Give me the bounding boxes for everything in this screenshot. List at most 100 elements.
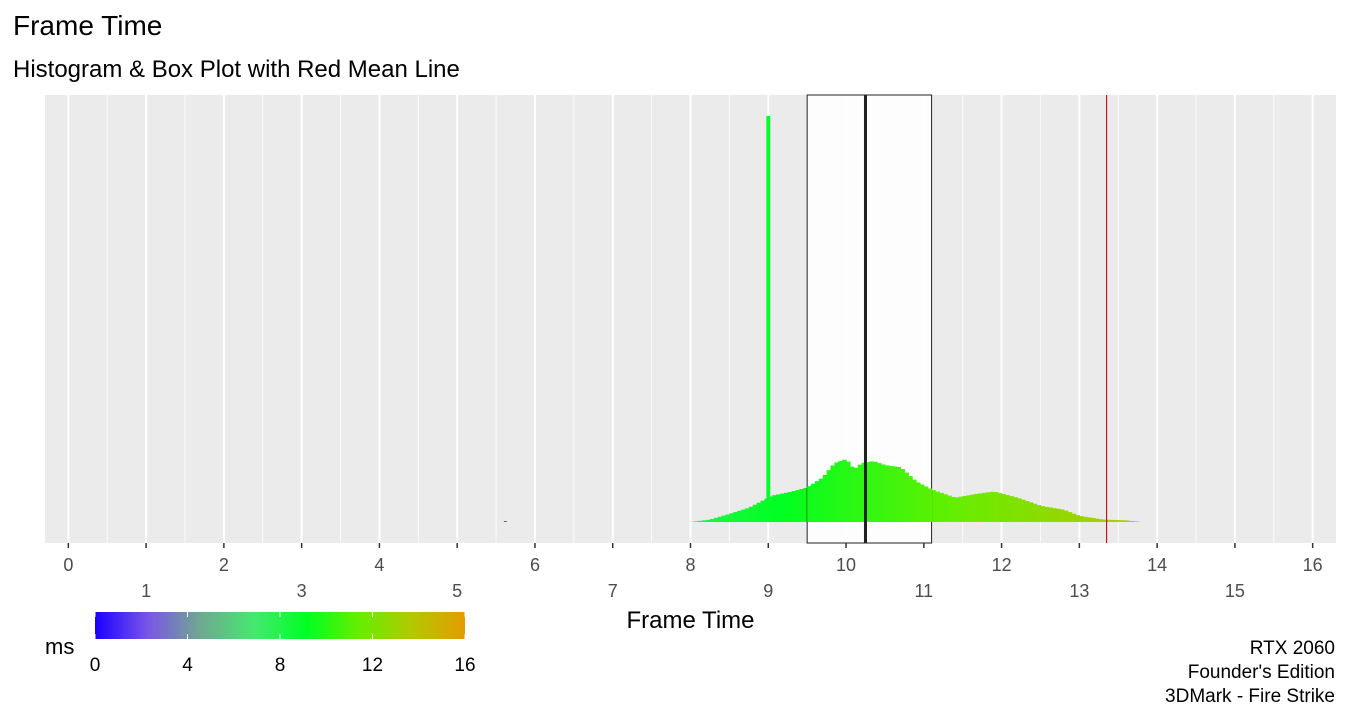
histogram-bar: [939, 492, 944, 522]
histogram-bar: [1056, 508, 1061, 522]
histogram-bar: [931, 490, 937, 522]
x-tick-label: 9: [763, 581, 773, 601]
histogram-bar: [877, 463, 882, 522]
colorbar-tick-label: 8: [275, 655, 286, 676]
grid-minor: [106, 95, 1275, 543]
x-tick-label: 2: [219, 555, 229, 575]
histogram-bar: [834, 462, 839, 522]
histogram-bar: [947, 495, 952, 522]
histogram-bar: [807, 486, 812, 522]
histogram-bar: [1114, 520, 1119, 522]
colorbar-tick-label: 12: [362, 655, 383, 676]
histogram-bar: [954, 497, 960, 522]
histogram-bar: [861, 462, 867, 522]
histogram-bar: [951, 496, 956, 522]
x-tick-label: 1: [141, 581, 151, 601]
histogram-bar: [1052, 508, 1057, 522]
histogram-bar: [869, 461, 874, 522]
histogram-bar: [814, 481, 820, 522]
histogram-bar: [927, 488, 933, 522]
histogram-bar: [853, 467, 859, 522]
histogram-bar: [908, 476, 913, 522]
histogram-bar: [721, 515, 727, 522]
histogram-bar: [970, 494, 975, 522]
histogram-bar: [842, 459, 847, 522]
x-axis: 0 2 4 6 8 10 12 14 161 3 5 7 9 11 13 15: [63, 543, 1323, 601]
histogram-bar: [752, 504, 758, 522]
chart-subtitle: Histogram & Box Plot with Red Mean Line: [13, 56, 460, 83]
histogram-bar: [986, 492, 991, 522]
x-axis-label: Frame Time: [626, 607, 754, 634]
histogram-bar: [904, 472, 909, 522]
color-legend: 0 4 8 12 16 ms: [45, 612, 476, 676]
histogram-bar: [962, 495, 968, 522]
histogram-bar: [900, 468, 905, 522]
histogram-bar: [888, 465, 894, 522]
histogram-bar: [1040, 506, 1045, 522]
histogram-bar: [1028, 502, 1034, 522]
x-tick-label: 3: [297, 581, 307, 601]
histogram-bar: [865, 462, 870, 522]
x-tick-label: 0: [63, 555, 73, 575]
histogram-bar: [779, 493, 785, 522]
histogram-bar: [713, 517, 719, 522]
x-tick-label: 5: [452, 581, 462, 601]
histogram-bar: [1063, 510, 1069, 522]
histogram-bar: [916, 482, 921, 522]
x-tick-label: 15: [1225, 581, 1245, 601]
histogram-bar: [989, 491, 995, 522]
caption-line-gpu: RTX 2060: [1249, 638, 1335, 659]
histogram-bar: [993, 492, 999, 522]
histogram-bar: [826, 470, 832, 522]
histogram-bar: [943, 494, 948, 522]
histogram-bar: [1048, 507, 1053, 522]
histogram-bar: [694, 521, 699, 522]
histogram-bar: [1017, 498, 1022, 522]
x-tick-label: 6: [530, 555, 540, 575]
x-tick-label: 8: [685, 555, 695, 575]
histogram-bar: [729, 513, 734, 522]
histogram-bar: [725, 514, 730, 522]
histogram-bar: [1129, 520, 1135, 522]
histogram-bar: [966, 495, 972, 522]
histogram-bar: [1001, 494, 1007, 522]
histogram-bar: [768, 496, 773, 522]
histogram-bar: [846, 461, 851, 522]
histogram-bar: [1013, 497, 1018, 522]
box-plot: [806, 94, 933, 544]
histogram-bar: [919, 484, 925, 522]
histogram-bar: [849, 466, 855, 522]
histogram-bar: [1009, 496, 1014, 522]
histogram-bar: [791, 491, 797, 522]
histogram-bar: [818, 478, 824, 522]
histogram-bar-stray: [503, 521, 507, 522]
histogram-bar: [803, 487, 808, 522]
x-tick-label: 11: [914, 581, 933, 601]
histogram-bar: [799, 489, 804, 522]
colorbar-title: ms: [45, 634, 74, 659]
histogram-bar: [1110, 519, 1115, 522]
histogram-bar: [1106, 519, 1112, 522]
x-tick-label: 13: [1069, 581, 1089, 601]
colorbar-tick-label: 0: [90, 655, 101, 676]
caption-line-edition: Founder's Edition: [1187, 662, 1335, 683]
histogram-bar: [811, 483, 816, 522]
histogram-bar: [1036, 505, 1042, 522]
histogram-bar: [706, 519, 711, 522]
histogram-bar: [698, 520, 703, 522]
histogram-bar: [884, 465, 890, 522]
colorbar-ticks: 0 4 8 12 16: [90, 612, 476, 676]
x-tick-label: 10: [836, 555, 856, 575]
histogram-bar: [822, 474, 828, 522]
histogram-bar: [741, 509, 746, 522]
histogram-bar: [912, 479, 917, 522]
x-tick-label: 14: [1147, 555, 1167, 575]
histogram-bar: [1122, 520, 1127, 522]
histogram-bar: [748, 506, 754, 522]
histogram-bar: [776, 494, 781, 522]
histogram-bar-spike: [766, 116, 771, 522]
caption-line-benchmark: 3DMark - Fire Strike: [1165, 686, 1335, 707]
histogram-bar: [873, 461, 878, 522]
histogram-bar: [1032, 503, 1038, 522]
